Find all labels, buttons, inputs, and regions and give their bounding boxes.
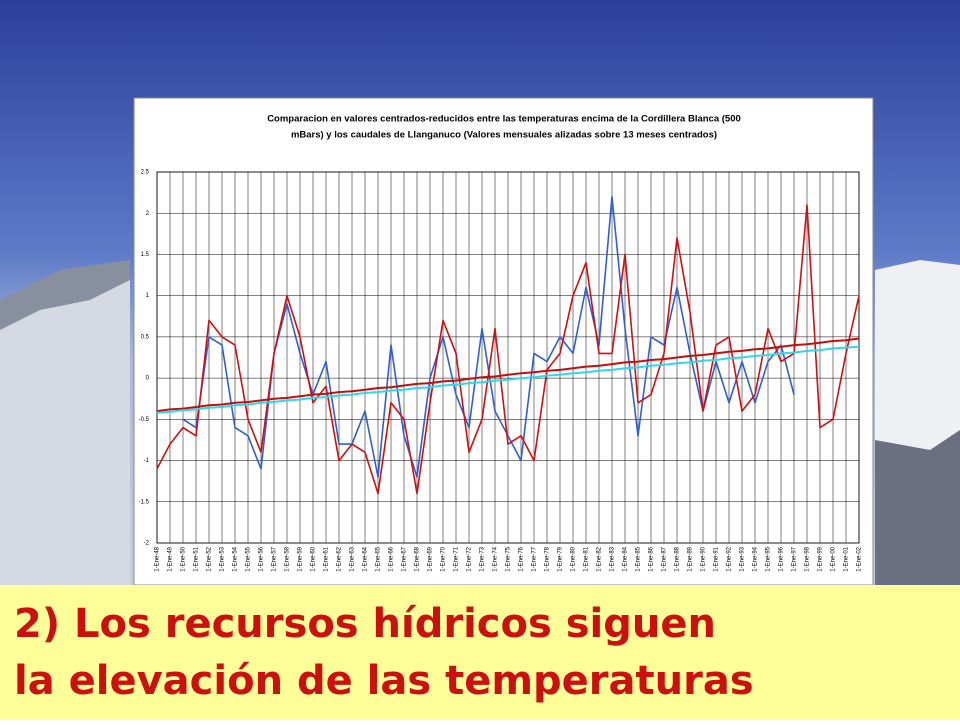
x-tick-label: 1-Ene-55: [246, 546, 252, 571]
x-tick-label: 1-Ene-71: [454, 546, 460, 571]
x-tick-label: 1-Ene-90: [701, 546, 707, 571]
x-tick-label: 1-Ene-96: [779, 546, 785, 571]
x-tick-label: 1-Ene-51: [194, 546, 200, 571]
x-tick-label: 1-Ene-66: [389, 546, 395, 571]
caption-line: la elevación de las temperaturas: [14, 658, 754, 704]
x-tick-label: 1-Ene-98: [805, 546, 811, 571]
x-tick-label: 1-Ene-52: [207, 546, 213, 571]
x-tick-label: 1-Ene-99: [818, 546, 824, 571]
x-tick-label: 1-Ene-80: [571, 546, 577, 571]
x-tick-label: 1-Ene-61: [324, 546, 330, 571]
x-tick-label: 1-Ene-73: [480, 546, 486, 571]
x-tick-label: 1-Ene-94: [753, 546, 759, 571]
x-tick-label: 1-Ene-64: [363, 546, 369, 571]
y-tick-label: -0.5: [139, 417, 150, 423]
x-tick-label: 1-Ene-81: [584, 546, 590, 571]
x-tick-label: 1-Ene-88: [675, 546, 681, 571]
x-tick-label: 1-Ene-84: [623, 546, 629, 571]
x-tick-label: 1-Ene-77: [532, 546, 538, 571]
x-tick-label: 1-Ene-78: [545, 546, 551, 571]
x-tick-label: 1-Ene-57: [272, 546, 278, 571]
snow-left: [0, 280, 130, 585]
plot: 2.5 2 1.5 1 0.5 0 -0.5 -1 -1.5 -2 1-Ene-48 1-Ene-49…: [139, 170, 863, 572]
x-tick-label: 1-Ene-70: [441, 546, 447, 571]
x-tick-label: 1-Ene-97: [792, 546, 798, 571]
chart-frame: [133, 97, 874, 586]
y-tick-label: -2: [144, 541, 150, 547]
x-tick-label: 1-Ene-60: [311, 546, 317, 571]
x-tick-label: 1-Ene-50: [181, 546, 187, 571]
series-line: [156, 345, 860, 414]
x-tick-label: 1-Ene-49: [168, 546, 174, 571]
series-line: [156, 337, 860, 413]
y-tick-label: -1.5: [139, 499, 150, 505]
x-tick-label: 1-Ene-82: [597, 546, 603, 571]
x-tick-label: 1-Ene-83: [610, 546, 616, 571]
x-tick-label: 1-Ene-00: [831, 546, 837, 571]
x-tick-label: 1-Ene-56: [259, 546, 265, 571]
x-tick-label: 1-Ene-48: [155, 546, 161, 571]
x-tick-label: 1-Ene-72: [467, 546, 473, 571]
x-tick-label: 1-Ene-58: [285, 546, 291, 571]
x-tick-label: 1-Ene-68: [415, 546, 421, 571]
x-tick-label: 1-Ene-86: [649, 546, 655, 571]
caption-line: 2) Los recursos hídricos siguen: [14, 601, 716, 647]
x-tick-label: 1-Ene-69: [428, 546, 434, 571]
series-line: [156, 204, 860, 495]
x-tick-label: 1-Ene-87: [662, 546, 668, 571]
x-tick-label: 1-Ene-95: [766, 546, 772, 571]
x-tick-label: 1-Ene-65: [376, 546, 382, 571]
x-tick-label: 1-Ene-63: [350, 546, 356, 571]
y-tick-label: 0.5: [141, 334, 150, 340]
x-tick-label: 1-Ene-54: [233, 546, 239, 571]
x-tick-label: 1-Ene-93: [740, 546, 746, 571]
x-tick-label: 1-Ene-62: [337, 546, 343, 571]
chart-title: Comparacion en valores centrados-reducid…: [267, 114, 741, 125]
y-tick-label: 1: [146, 293, 150, 299]
x-tick-label: 1-Ene-01: [844, 546, 850, 571]
x-tick-label: 1-Ene-59: [298, 546, 304, 571]
x-tick-label: 1-Ene-02: [857, 546, 863, 571]
x-tick-label: 1-Ene-79: [558, 546, 564, 571]
x-tick-label: 1-Ene-75: [506, 546, 512, 571]
x-tick-label: 1-Ene-76: [519, 546, 525, 571]
x-tick-label: 1-Ene-53: [220, 546, 226, 571]
y-tick-label: 2: [146, 211, 150, 217]
y-tick-label: 2.5: [141, 170, 150, 176]
y-tick-label: 1.5: [141, 252, 150, 258]
caption-box: [0, 585, 960, 720]
x-tick-label: 1-Ene-89: [688, 546, 694, 571]
y-tick-label: 0: [146, 376, 150, 382]
x-tick-label: 1-Ene-91: [714, 546, 720, 571]
chart-title: mBars) y los caudales de Llanganuco (Val…: [291, 130, 717, 141]
x-tick-label: 1-Ene-67: [402, 546, 408, 571]
x-tick-label: 1-Ene-74: [493, 546, 499, 571]
y-tick-label: -1: [144, 458, 150, 464]
x-tick-label: 1-Ene-92: [727, 546, 733, 571]
x-tick-label: 1-Ene-85: [636, 546, 642, 571]
mountain-right: [875, 430, 960, 585]
plot-border: [156, 171, 860, 544]
